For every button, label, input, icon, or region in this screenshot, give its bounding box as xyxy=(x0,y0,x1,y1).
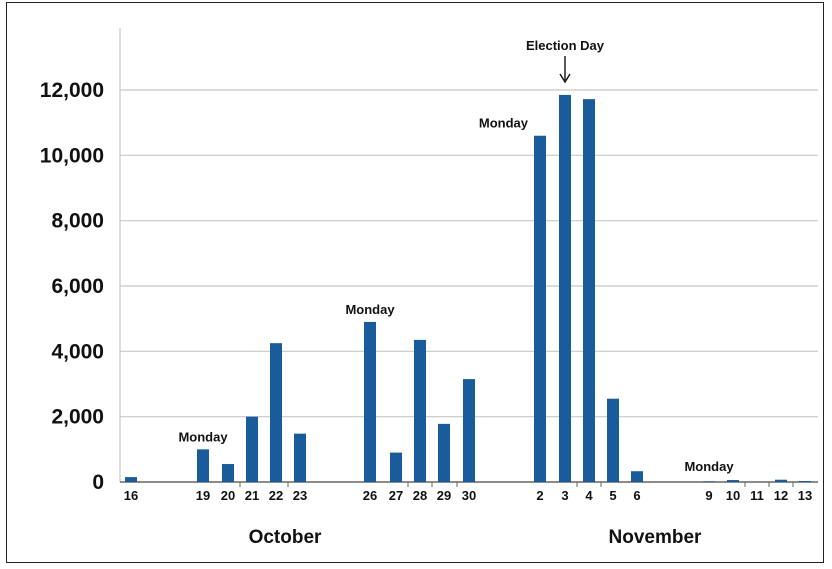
bar xyxy=(703,481,715,482)
bar xyxy=(125,477,137,482)
y-tick-label: 6,000 xyxy=(51,275,104,298)
x-tick-label: 9 xyxy=(705,488,712,503)
x-tick-label: 23 xyxy=(293,488,307,503)
x-tick-label: 19 xyxy=(196,488,210,503)
month-label: October xyxy=(249,527,322,548)
x-tick-label: 2 xyxy=(536,488,543,503)
x-tick-label: 12 xyxy=(774,488,788,503)
y-tick-label: 10,000 xyxy=(40,144,104,167)
x-tick-label: 22 xyxy=(269,488,283,503)
bar xyxy=(438,423,450,482)
x-tick-label: 16 xyxy=(124,488,138,503)
x-tick-label: 30 xyxy=(462,488,476,503)
bar xyxy=(559,94,571,483)
bar xyxy=(270,343,282,482)
x-tick-label: 29 xyxy=(437,488,451,503)
bar xyxy=(390,452,402,482)
y-tick-label: 0 xyxy=(92,471,104,494)
y-tick-label: 4,000 xyxy=(51,340,104,363)
bar xyxy=(727,480,739,482)
bar xyxy=(197,449,209,482)
monday-label: Monday xyxy=(178,429,228,444)
bars xyxy=(125,94,811,483)
gridlines xyxy=(120,89,818,418)
bar xyxy=(222,464,234,482)
bar xyxy=(246,416,258,482)
month-labels: October November xyxy=(249,527,702,548)
x-tick-label: 13 xyxy=(798,488,812,503)
monday-label: Monday xyxy=(684,459,734,474)
month-label: November xyxy=(609,527,703,548)
bar xyxy=(463,379,475,482)
bar xyxy=(799,481,811,482)
bar xyxy=(775,479,787,482)
monday-label: Monday xyxy=(479,116,529,131)
bar xyxy=(583,99,595,482)
bar xyxy=(414,339,426,482)
x-tick-label: 21 xyxy=(245,488,259,503)
bar xyxy=(607,398,619,482)
x-tick-labels: 16 19 20 21 22 23 26 27 28 29 30 2 3 4 5 6 9 10 11 12 13 xyxy=(124,488,812,503)
election-day-label: Election Day xyxy=(526,38,605,53)
x-tick-label: 11 xyxy=(750,488,764,503)
bar xyxy=(364,321,376,482)
y-tick-label: 8,000 xyxy=(51,210,104,233)
x-tick-label: 10 xyxy=(726,488,740,503)
x-tick-label: 3 xyxy=(561,488,568,503)
x-tick-label: 27 xyxy=(389,488,403,503)
x-tick-label: 5 xyxy=(609,488,616,503)
y-tick-labels: 0 2,000 4,000 6,000 8,000 10,000 12,000 xyxy=(40,79,104,494)
bar xyxy=(294,433,306,482)
y-tick-label: 12,000 xyxy=(40,79,104,102)
x-tick-label: 6 xyxy=(633,488,640,503)
x-tick-label: 4 xyxy=(585,488,593,503)
bar xyxy=(534,135,546,482)
arrow-head-icon xyxy=(559,73,571,84)
x-tick-label: 20 xyxy=(221,488,235,503)
monday-label: Monday xyxy=(345,302,395,317)
bar xyxy=(631,471,643,482)
y-tick-label: 2,000 xyxy=(51,406,104,429)
x-tick-label: 26 xyxy=(363,488,377,503)
annotations: Monday Monday Monday Monday Election Day xyxy=(178,38,734,474)
x-tick-label: 28 xyxy=(413,488,427,503)
